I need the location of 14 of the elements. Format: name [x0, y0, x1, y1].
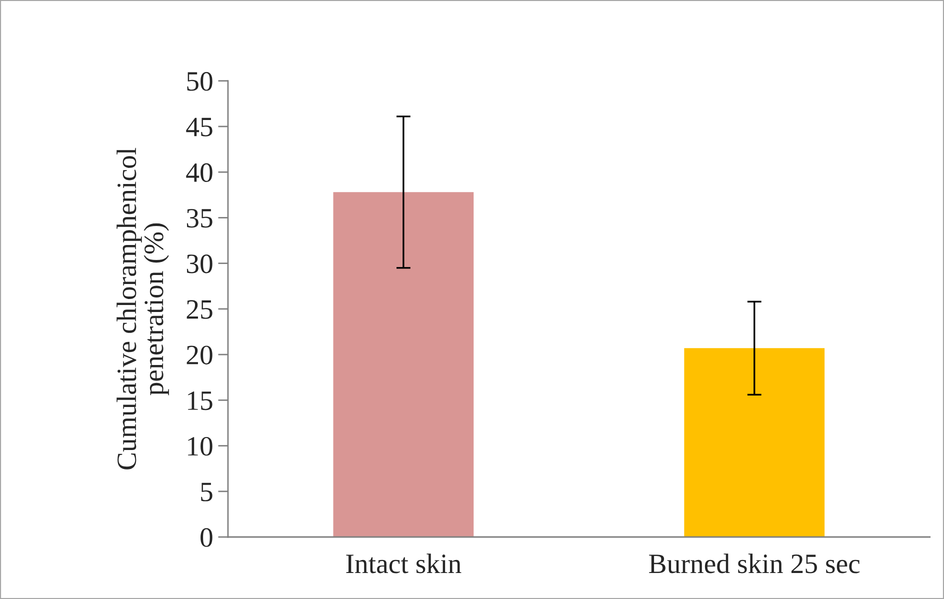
y-tick-label: 40: [186, 163, 212, 182]
y-axis-title: Cumulative chloramphenicol penetration (%): [116, 148, 169, 470]
y-tick-label: 20: [186, 346, 212, 364]
y-tick-label: 50: [187, 72, 212, 91]
y-tick-label: 15: [188, 391, 212, 410]
x-tick-label: Burned skin 25 sec: [649, 554, 860, 574]
y-tick-label: 0: [200, 528, 212, 547]
x-tick-label: Intact skin: [346, 554, 462, 574]
y-tick-label: 30: [186, 254, 212, 274]
y-tick-label: 10: [188, 436, 212, 456]
y-tick-label: 35: [186, 208, 212, 228]
y-tick-label: 25: [186, 300, 212, 319]
y-tick-label: 45: [186, 118, 212, 136]
y-tick-label: 5: [201, 482, 212, 502]
